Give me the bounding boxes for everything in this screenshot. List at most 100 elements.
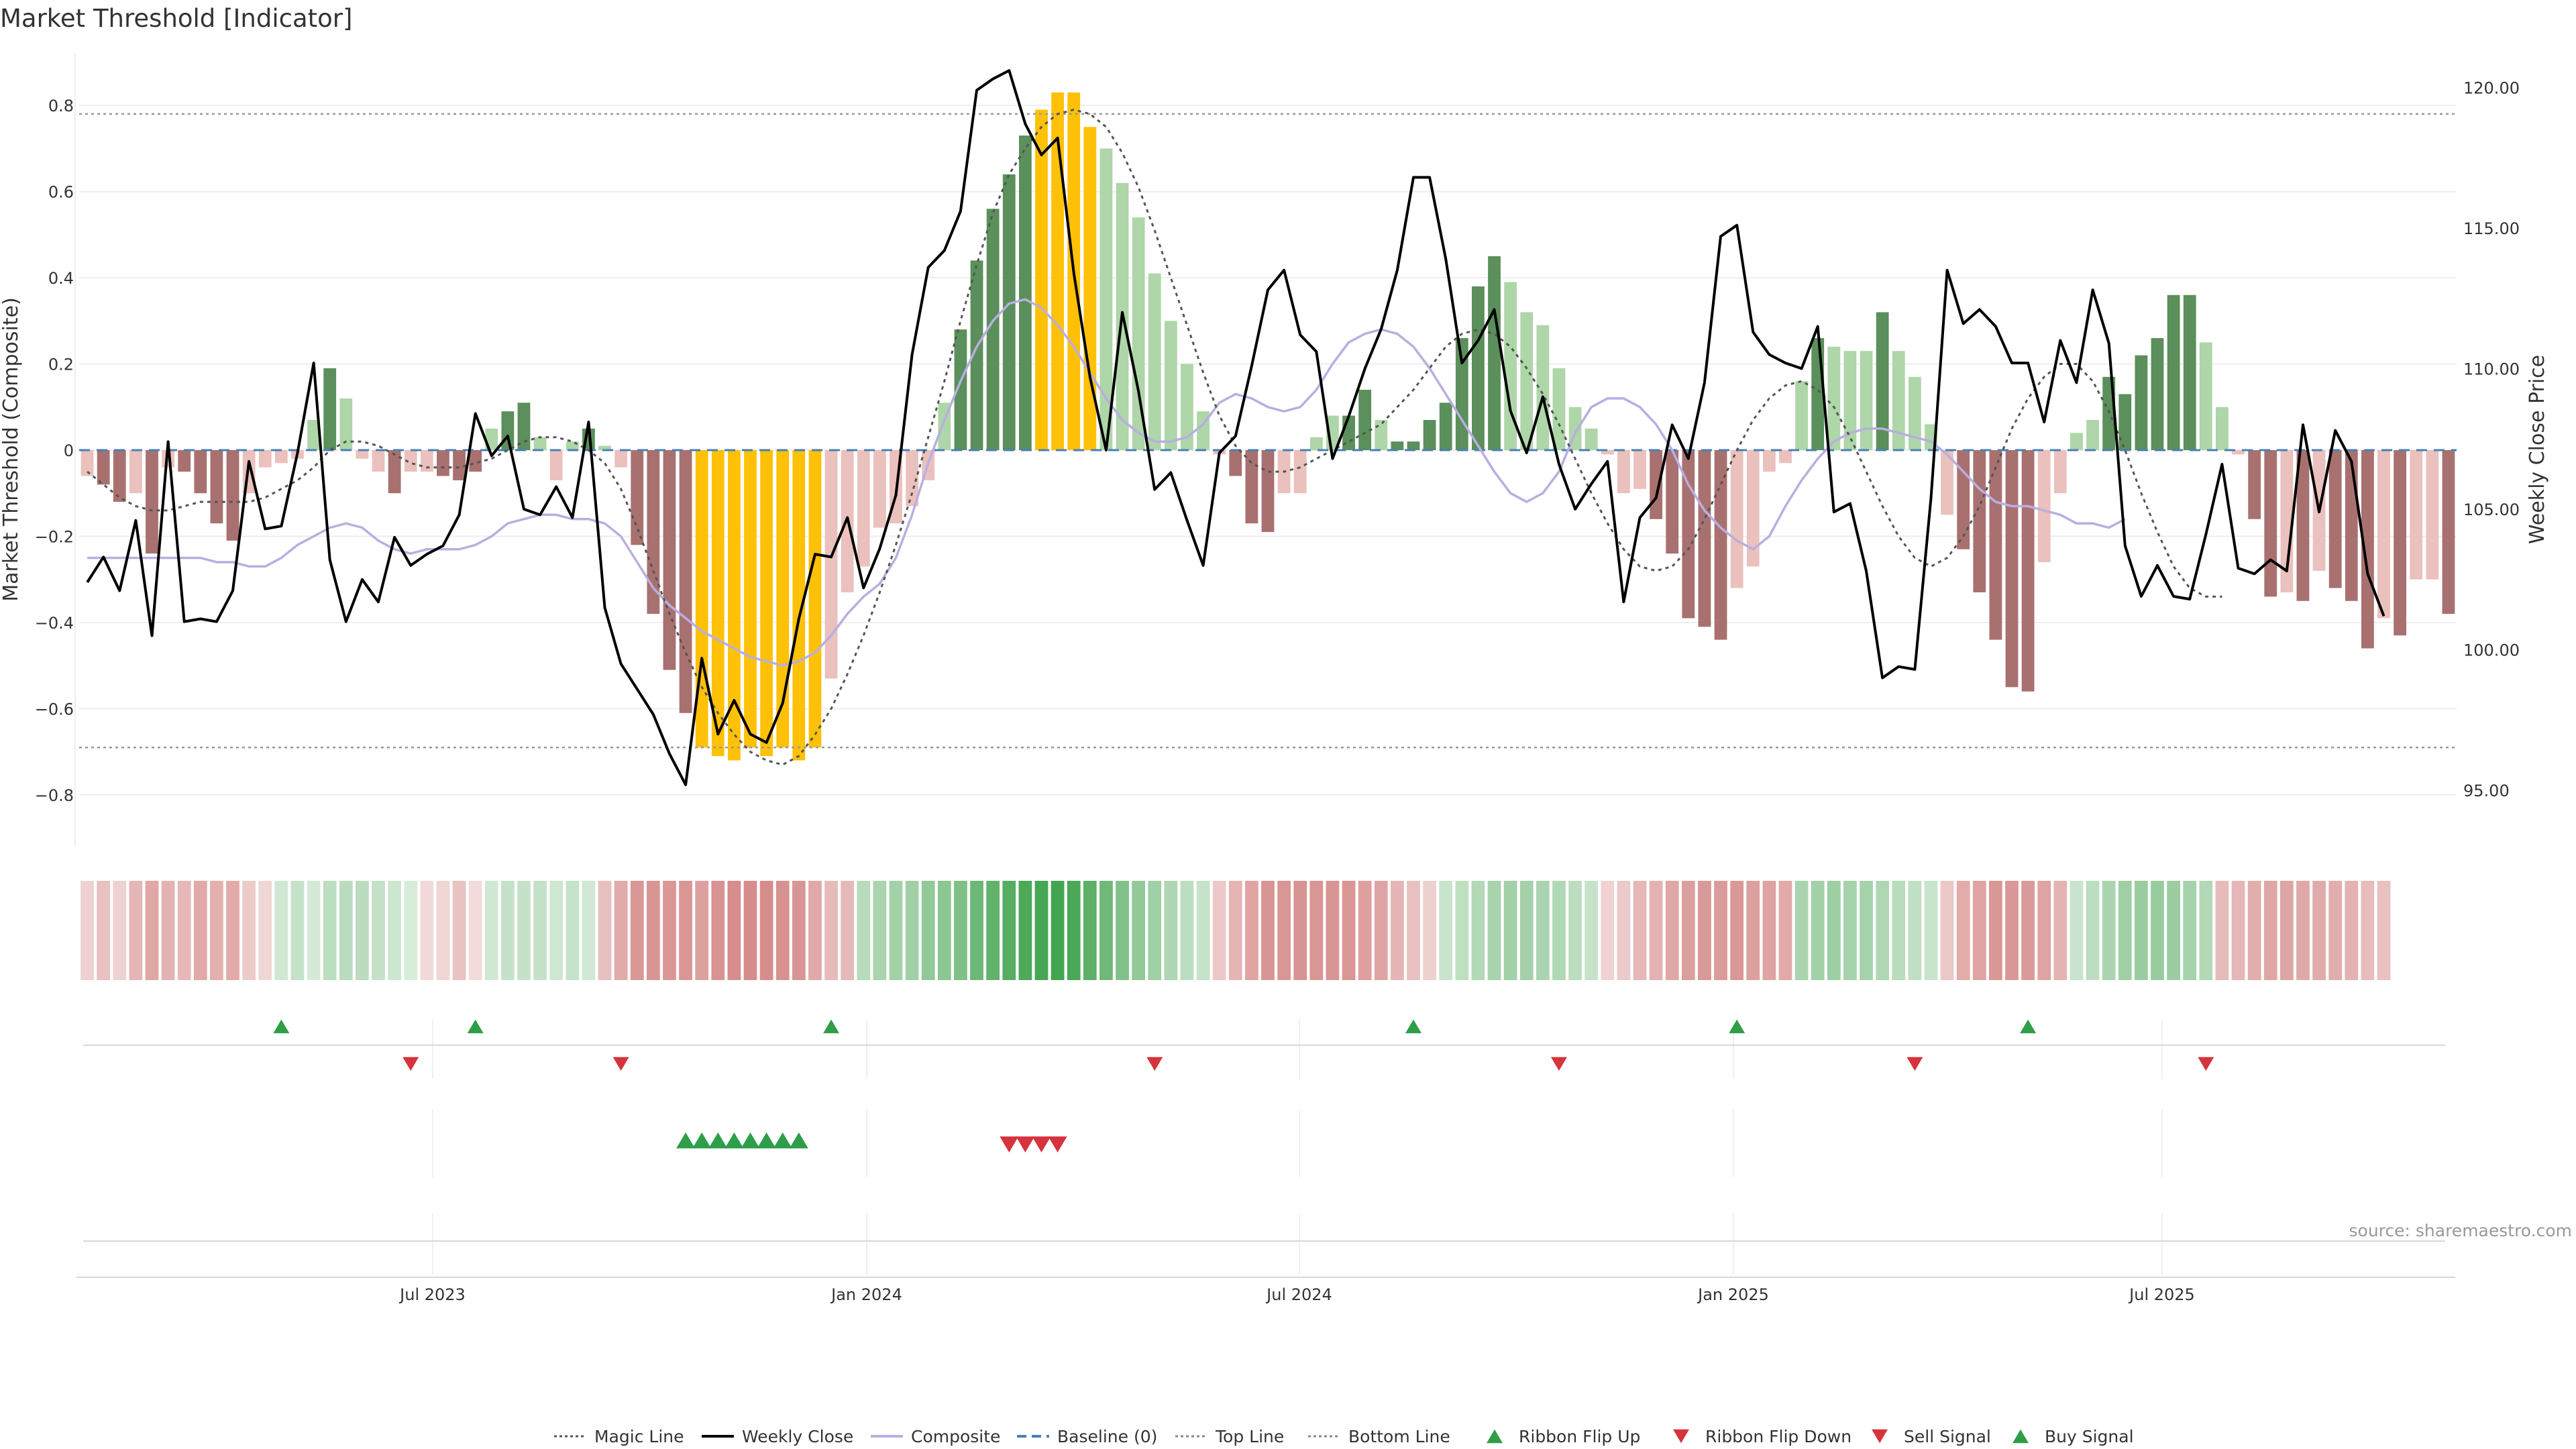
- ribbon-cell: [2361, 881, 2375, 980]
- histogram-bars: [80, 92, 2455, 761]
- histogram-bar: [1375, 420, 1388, 450]
- ribbon-cell: [2151, 881, 2164, 980]
- ribbon-cell: [2005, 881, 2019, 980]
- y-left-tick-label: 0.6: [48, 183, 74, 202]
- ribbon-cell: [1390, 881, 1404, 980]
- ribbon-cell: [500, 881, 515, 980]
- ribbon-cell: [307, 881, 321, 980]
- ribbon-cell: [1892, 881, 1906, 980]
- ribbon-cell: [1940, 881, 1954, 980]
- ribbon-cell: [1730, 881, 1744, 980]
- ribbon-cell: [695, 881, 709, 980]
- ribbon-flip-down-marker: [1146, 1057, 1163, 1071]
- ribbon-cell: [2345, 881, 2359, 980]
- histogram-bar: [2248, 450, 2261, 519]
- ribbon-cell: [1714, 881, 1727, 980]
- sell-signal-marker: [1016, 1136, 1035, 1152]
- ribbon-cell: [226, 881, 239, 980]
- ribbon-cell: [1196, 881, 1210, 980]
- legend-item: Composite: [871, 1427, 1000, 1446]
- legend-item: Weekly Close: [702, 1427, 853, 1446]
- histogram-bar: [2086, 420, 2099, 450]
- histogram-bar: [647, 450, 660, 614]
- ribbon-cell: [1002, 881, 1016, 980]
- ribbon-cell: [1503, 881, 1517, 980]
- ribbon-cell: [210, 881, 223, 980]
- ribbon-cell: [614, 881, 628, 980]
- histogram-bar: [1472, 286, 1485, 450]
- ribbon-flip-down-marker: [1550, 1057, 1567, 1071]
- histogram-bar: [501, 411, 515, 450]
- ribbon-cell: [954, 881, 967, 980]
- histogram-bar: [2394, 450, 2407, 636]
- histogram-bar: [437, 450, 449, 476]
- legend-item: Top Line: [1175, 1427, 1284, 1446]
- ribbon-cell: [1585, 881, 1599, 980]
- histogram-bar: [1229, 450, 1242, 476]
- ribbon-cell: [484, 881, 498, 980]
- sell-signal-marker: [1000, 1136, 1019, 1152]
- ribbon-cell: [1083, 881, 1097, 980]
- histogram-bar: [1051, 92, 1064, 451]
- ribbon-cell: [258, 881, 272, 980]
- x-tick-label: Jul 2025: [2128, 1285, 2195, 1304]
- ribbon-cell: [759, 881, 773, 980]
- histogram-bar: [1423, 420, 1436, 450]
- histogram-bar: [2264, 450, 2277, 597]
- histogram-bar: [146, 450, 158, 554]
- histogram-bar: [1730, 450, 1743, 588]
- composite-line: [87, 298, 2126, 667]
- ribbon-flip-up-marker: [2020, 1019, 2037, 1034]
- triangle-up-icon: [1487, 1429, 1503, 1444]
- histogram-bar: [307, 420, 320, 450]
- ribbon-cell: [2279, 881, 2294, 980]
- triangle-up-icon: [2012, 1429, 2029, 1444]
- ribbon-cell: [1358, 881, 1372, 980]
- ribbon-cell: [1374, 881, 1388, 980]
- ribbon-cell: [1018, 881, 1032, 980]
- histogram-bar: [2345, 450, 2358, 601]
- ribbon-cell: [1519, 881, 1534, 980]
- indicator-lines: [79, 69, 2457, 786]
- histogram-bar: [1650, 450, 1663, 519]
- histogram-bar: [824, 450, 838, 679]
- histogram-bar: [1908, 376, 1921, 450]
- ribbon-cell: [1989, 881, 2002, 980]
- histogram-bar: [356, 450, 369, 459]
- ribbon-cell: [549, 881, 564, 980]
- histogram-bar: [210, 450, 223, 524]
- ribbon-cell: [1293, 881, 1307, 980]
- y-right-tick-label: 95.00: [2463, 782, 2510, 800]
- ribbon-cell: [630, 881, 644, 980]
- histogram-bar: [1148, 273, 1161, 450]
- ribbon-flip-up-marker: [273, 1019, 290, 1034]
- histogram-bar: [1504, 282, 1517, 450]
- ribbon-cell: [420, 881, 434, 980]
- buy-signal-marker: [773, 1132, 792, 1148]
- histogram-bar: [1779, 450, 1792, 464]
- ribbon-cell: [1309, 881, 1324, 980]
- y-left-tick-label: −0.8: [35, 786, 74, 805]
- ribbon-cell: [1762, 881, 1776, 980]
- ribbon-cell: [1116, 881, 1129, 980]
- histogram-bar: [1132, 217, 1145, 450]
- ribbon-cell: [2183, 881, 2197, 980]
- histogram-bar: [744, 450, 757, 748]
- x-tick-label: Jul 2024: [1265, 1285, 1332, 1304]
- ribbon-cell: [2086, 881, 2100, 980]
- buy-signal-marker: [708, 1132, 728, 1148]
- chart-legend: Magic Line Weekly Close Composite Baseline …: [554, 1427, 2134, 1446]
- ribbon-cell: [2134, 881, 2148, 980]
- ribbon-cell: [1439, 881, 1453, 980]
- ribbon-cell: [1487, 881, 1501, 980]
- ribbon-cell: [1794, 881, 1809, 980]
- ribbon-cell: [339, 881, 353, 980]
- legend-item: Ribbon Flip Down: [1673, 1427, 1851, 1446]
- ribbon-cell: [161, 881, 175, 980]
- ribbon-cell: [2167, 881, 2180, 980]
- histogram-bar: [129, 450, 142, 494]
- chart-title: Market Threshold [Indicator]: [0, 4, 352, 33]
- ribbon-cell: [1051, 881, 1065, 980]
- histogram-bar: [2005, 450, 2019, 688]
- histogram-bar: [2280, 450, 2294, 592]
